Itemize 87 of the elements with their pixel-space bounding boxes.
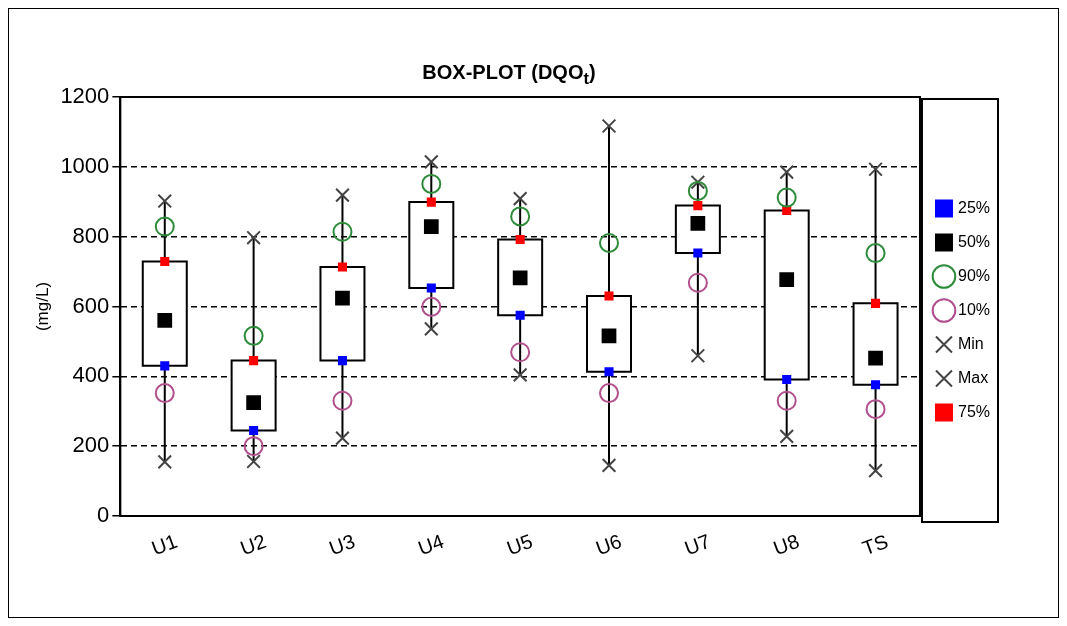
point: [601, 328, 617, 344]
point: [601, 118, 617, 134]
x-tick-label: U2: [237, 529, 269, 560]
point: [871, 380, 881, 390]
point: [335, 187, 350, 203]
point: [865, 243, 886, 264]
point: [782, 374, 792, 385]
point: [243, 436, 264, 457]
y-tick-label: 800: [72, 222, 110, 248]
point: [782, 205, 792, 216]
y-tick-label: 0: [97, 502, 110, 528]
x-tick-label: TS: [859, 529, 891, 560]
point: [157, 454, 173, 470]
legend-label: 75%: [957, 402, 991, 420]
point: [776, 187, 797, 208]
point: [421, 296, 442, 317]
point: [423, 154, 439, 170]
point: [332, 390, 353, 411]
x-tick-label: U7: [681, 529, 714, 560]
y-tick-label: 400: [72, 362, 110, 388]
point: [515, 234, 525, 244]
x-tick-label: U4: [415, 529, 447, 560]
point: [335, 290, 350, 306]
point: [779, 429, 795, 444]
y-tick-label: 200: [72, 432, 110, 458]
point: [337, 262, 347, 272]
point: [423, 321, 439, 337]
y-tick-label: 1200: [60, 83, 110, 109]
point: [868, 161, 883, 177]
point: [687, 272, 708, 293]
point: [160, 256, 170, 266]
point: [687, 180, 708, 201]
point: [693, 248, 703, 258]
point: [865, 399, 886, 420]
point: [512, 270, 528, 286]
point: [515, 310, 525, 320]
point: [510, 206, 531, 227]
point: [868, 350, 883, 366]
point: [776, 390, 797, 411]
x-tick-label: U8: [770, 529, 802, 560]
point: [160, 361, 170, 371]
point: [426, 283, 436, 293]
y-axis-title: (mg/L): [32, 281, 52, 332]
point: [332, 221, 353, 242]
point: [779, 272, 795, 287]
legend-label: Max: [957, 368, 989, 386]
legend-label: 25%: [957, 198, 991, 216]
point: [157, 313, 173, 328]
point: [690, 348, 706, 364]
chart-title: BOX-PLOT (DQO$_{t}$): [421, 61, 597, 89]
point: [243, 325, 264, 346]
point: [510, 342, 531, 363]
point: [779, 164, 795, 180]
point: [249, 356, 259, 366]
point: [154, 383, 175, 404]
point: [693, 201, 703, 211]
point: [512, 191, 528, 206]
point: [868, 463, 883, 478]
point: [604, 367, 614, 377]
point: [157, 193, 173, 209]
point: [599, 232, 620, 253]
point: [871, 298, 881, 308]
x-tick-label: U1: [148, 529, 181, 560]
legend-label: 50%: [957, 232, 991, 250]
x-tick-label: U6: [592, 529, 625, 560]
point: [421, 173, 442, 194]
x-tick-label: U5: [503, 529, 536, 560]
point: [249, 425, 259, 435]
x-tick-label: U3: [326, 529, 358, 560]
point: [601, 458, 617, 473]
legend-label: 90%: [957, 266, 991, 284]
point: [246, 395, 261, 410]
point: [154, 216, 175, 237]
point: [337, 356, 347, 366]
legend-label: Min: [957, 334, 984, 352]
point: [599, 383, 620, 404]
point: [423, 219, 439, 234]
y-tick-label: 600: [72, 292, 110, 318]
point: [604, 291, 614, 301]
point: [335, 430, 350, 446]
point: [690, 174, 706, 190]
point: [246, 454, 261, 469]
y-tick-label: 1000: [60, 152, 110, 178]
legend-label: 10%: [957, 300, 991, 318]
point: [512, 367, 528, 383]
point: [246, 230, 261, 246]
point: [426, 197, 436, 207]
